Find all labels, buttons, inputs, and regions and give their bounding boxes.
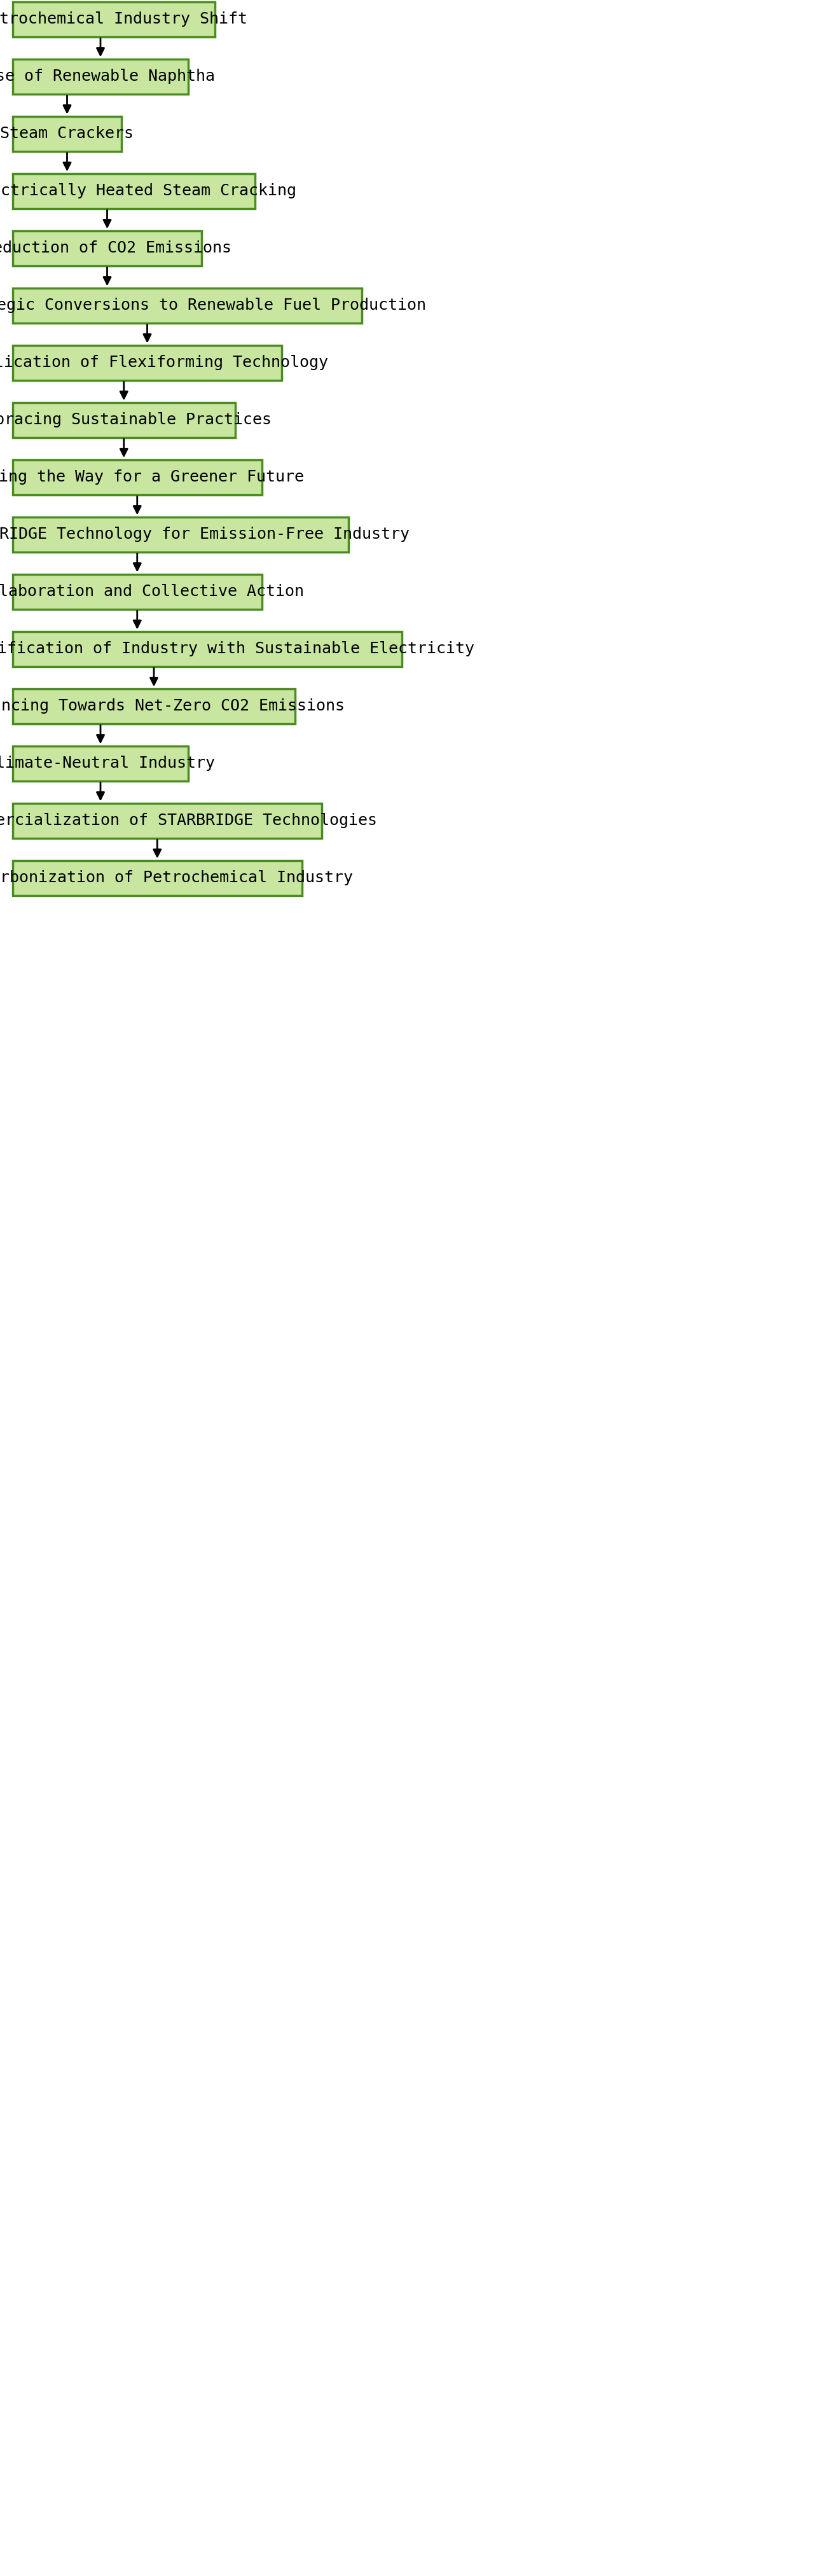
Text: Decarbonization of Petrochemical Industry: Decarbonization of Petrochemical Industr… — [0, 871, 352, 886]
FancyBboxPatch shape — [13, 345, 282, 381]
FancyBboxPatch shape — [13, 860, 302, 896]
Text: Collaboration and Collective Action: Collaboration and Collective Action — [0, 585, 304, 600]
Text: Strategic Conversions to Renewable Fuel Production: Strategic Conversions to Renewable Fuel … — [0, 299, 426, 312]
FancyBboxPatch shape — [13, 574, 261, 608]
Text: Paving the Way for a Greener Future: Paving the Way for a Greener Future — [0, 469, 304, 484]
FancyBboxPatch shape — [13, 459, 261, 495]
Text: Petrochemical Industry Shift: Petrochemical Industry Shift — [0, 10, 247, 26]
FancyBboxPatch shape — [13, 688, 295, 724]
FancyBboxPatch shape — [13, 173, 255, 209]
FancyBboxPatch shape — [13, 747, 188, 781]
FancyBboxPatch shape — [13, 518, 348, 551]
FancyBboxPatch shape — [13, 402, 235, 438]
Text: Embracing Sustainable Practices: Embracing Sustainable Practices — [0, 412, 272, 428]
FancyBboxPatch shape — [13, 804, 322, 837]
FancyBboxPatch shape — [13, 116, 121, 152]
Text: Commercialization of STARBRIDGE Technologies: Commercialization of STARBRIDGE Technolo… — [0, 814, 377, 827]
FancyBboxPatch shape — [13, 232, 202, 265]
Text: Climate-Neutral Industry: Climate-Neutral Industry — [0, 755, 215, 770]
FancyBboxPatch shape — [13, 3, 215, 36]
Text: Electrically Heated Steam Cracking: Electrically Heated Steam Cracking — [0, 183, 296, 198]
Text: Use of Renewable Naphtha: Use of Renewable Naphtha — [0, 70, 215, 85]
Text: Application of Flexiforming Technology: Application of Flexiforming Technology — [0, 355, 329, 371]
Text: Advancing Towards Net-Zero CO2 Emissions: Advancing Towards Net-Zero CO2 Emissions — [0, 698, 344, 714]
FancyBboxPatch shape — [13, 631, 402, 667]
FancyBboxPatch shape — [13, 289, 362, 322]
Text: Reduction of CO2 Emissions: Reduction of CO2 Emissions — [0, 240, 231, 255]
Text: Electrification of Industry with Sustainable Electricity: Electrification of Industry with Sustain… — [0, 641, 475, 657]
FancyBboxPatch shape — [13, 59, 188, 93]
Text: STARBRIDGE Technology for Emission-Free Industry: STARBRIDGE Technology for Emission-Free … — [0, 526, 409, 541]
Text: Steam Crackers: Steam Crackers — [0, 126, 133, 142]
